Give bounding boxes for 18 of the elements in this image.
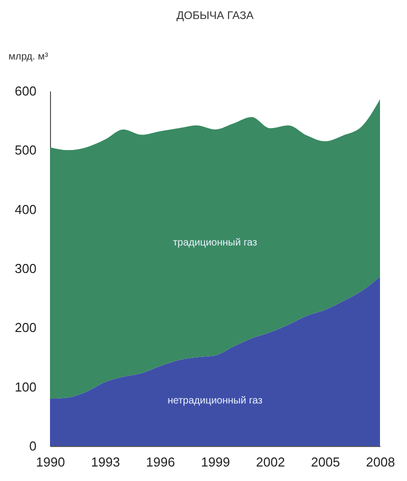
x-tick-label: 1990 [36,454,65,470]
y-axis-title: млрд. м³ [8,52,49,62]
y-tick-label: 400 [14,202,36,217]
x-tick-label: 2005 [311,454,340,470]
x-tick-label: 1999 [201,454,230,470]
y-tick-label: 0 [29,438,36,454]
y-tick-label: 200 [14,320,36,336]
x-tick-label: 2002 [256,454,285,470]
x-tick-label: 1993 [91,454,120,470]
chart-title: ДОБЫЧА ГАЗА [176,10,254,22]
y-tick-label: 100 [14,379,36,394]
y-tick-label: 300 [14,261,36,276]
x-tick-label: 1996 [146,454,175,470]
x-tick-label: 2008 [366,454,395,470]
series-label: традиционный газ [172,237,258,248]
y-tick-label: 500 [14,142,36,158]
series-label: нетрадиционный газ [168,396,263,407]
y-tick-label: 600 [14,84,36,98]
